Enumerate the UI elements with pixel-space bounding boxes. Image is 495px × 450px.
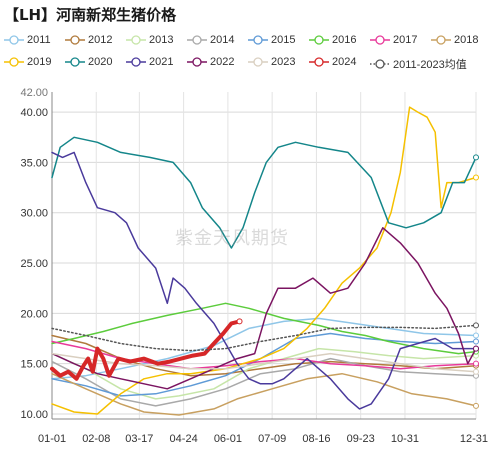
legend-marker-icon [431, 35, 451, 45]
x-tick-label: 01-01 [38, 433, 66, 445]
series-line-2024 [50, 319, 242, 381]
legend-item[interactable]: 2020 [65, 56, 112, 68]
series-end-point [473, 338, 479, 345]
legend-item[interactable]: 2022 [187, 56, 234, 68]
legend-marker-icon [370, 59, 390, 69]
legend-label: 2017 [393, 34, 418, 47]
legend-item[interactable]: 2017 [370, 34, 417, 46]
watermark-text: 紫金天风期货 [175, 228, 289, 249]
series-line-2011-2023均值 [51, 324, 477, 352]
legend-item[interactable]: 2014 [187, 34, 234, 46]
x-tick-label: 02-08 [82, 433, 110, 445]
legend-label: 2024 [332, 56, 357, 69]
series-line-2018 [51, 372, 477, 416]
legend-marker-icon [4, 57, 24, 67]
legend-marker-icon [248, 57, 268, 67]
legend-item[interactable]: 2023 [248, 56, 295, 68]
series-end-point [236, 318, 243, 325]
legend-label: 2020 [88, 56, 113, 69]
x-tick-label: 04-24 [170, 433, 198, 445]
x-tick-label: 06-01 [214, 433, 242, 445]
legend-label: 2018 [454, 34, 479, 47]
legend-item[interactable]: 2024 [309, 56, 356, 68]
series-line-2021 [51, 151, 477, 410]
x-tick-label: 03-17 [125, 433, 153, 445]
y-tick-label: 10.00 [20, 409, 48, 421]
series-end-point [473, 360, 479, 367]
x-tick-label: 07-09 [258, 433, 286, 445]
series-end-point [473, 368, 479, 375]
legend-item[interactable]: 2011 [4, 34, 51, 46]
legend-marker-icon [309, 57, 329, 67]
y-tick-label: 40.00 [20, 107, 48, 119]
legend-item[interactable]: 2015 [248, 34, 295, 46]
legend-label: 2021 [149, 56, 174, 69]
series-line-2020 [51, 136, 477, 249]
legend-marker-icon [65, 35, 85, 45]
legend-label: 2014 [210, 34, 235, 47]
y-tick-label: 25.00 [20, 258, 48, 270]
chart-title: 【LH】河南新郑生猪价格 [4, 6, 177, 24]
series-line-2013 [51, 347, 477, 400]
series-line-2014 [51, 357, 477, 407]
legend-marker-icon [4, 35, 24, 45]
legend-label: 2023 [271, 56, 296, 69]
series-line-2022 [51, 227, 477, 390]
legend-label: 2022 [210, 56, 235, 69]
series-end-point [473, 332, 479, 339]
y-tick-label: 20.00 [20, 308, 48, 320]
legend-item[interactable]: 2011-2023均值 [370, 56, 467, 72]
legend-label: 2015 [271, 34, 296, 47]
legend-marker-icon [370, 35, 390, 45]
legend-marker-icon [65, 57, 85, 67]
series-line-2019 [51, 106, 477, 415]
x-tick-label: 08-16 [302, 433, 330, 445]
y-top-label: 42.00 [20, 87, 48, 99]
legend-item[interactable]: 2019 [4, 56, 51, 68]
x-tick-label: 10-31 [391, 433, 419, 445]
legend-marker-icon [248, 35, 268, 45]
legend-item[interactable]: 2012 [65, 34, 112, 46]
legend-label: 2016 [332, 34, 357, 47]
legend-label: 2012 [88, 34, 113, 47]
legend-marker-icon [187, 35, 207, 45]
legend-item[interactable]: 2016 [309, 34, 356, 46]
series-end-point [473, 154, 479, 161]
legend-label: 2011-2023均值 [393, 59, 467, 71]
series-line-2011 [51, 317, 477, 380]
series-end-point [473, 345, 479, 352]
legend-item[interactable]: 2013 [126, 34, 173, 46]
x-tick-label: 12-31 [460, 433, 488, 445]
x-tick-label: 09-23 [347, 433, 375, 445]
y-tick-label: 35.00 [20, 157, 48, 169]
y-tick-label: 30.00 [20, 208, 48, 220]
legend-marker-icon [126, 57, 146, 67]
legend-label: 2011 [27, 34, 51, 47]
series-end-point [473, 322, 479, 329]
legend-item[interactable]: 2018 [431, 34, 478, 46]
series-end-point [473, 174, 479, 181]
series-line-2023 [51, 352, 477, 373]
y-tick-label: 15.00 [20, 359, 48, 371]
series-end-point [473, 402, 479, 409]
legend-item[interactable]: 2021 [126, 56, 173, 68]
legend-label: 2013 [149, 34, 174, 47]
legend-label: 2019 [27, 56, 52, 69]
legend-marker-icon [126, 35, 146, 45]
legend-marker-icon [187, 57, 207, 67]
legend-marker-icon [309, 35, 329, 45]
